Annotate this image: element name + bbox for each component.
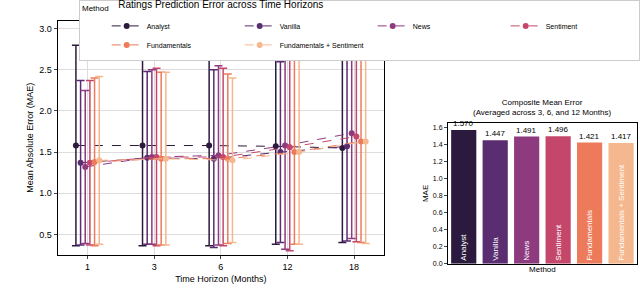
svg-text:Vanilla: Vanilla bbox=[491, 237, 500, 261]
svg-text:0.2: 0.2 bbox=[433, 243, 443, 250]
svg-text:News: News bbox=[413, 23, 431, 30]
svg-text:1.421: 1.421 bbox=[579, 132, 600, 141]
svg-text:1.447: 1.447 bbox=[485, 129, 506, 138]
svg-text:0.5: 0.5 bbox=[39, 230, 52, 240]
svg-text:Method: Method bbox=[82, 4, 109, 13]
svg-text:Fundamentals + Sentiment: Fundamentals + Sentiment bbox=[617, 164, 626, 261]
svg-text:3.0: 3.0 bbox=[39, 24, 52, 34]
svg-text:Fundamentals: Fundamentals bbox=[147, 42, 192, 49]
svg-text:1.2: 1.2 bbox=[433, 158, 443, 165]
svg-text:1: 1 bbox=[85, 262, 90, 272]
svg-text:Sentiment: Sentiment bbox=[554, 224, 563, 261]
svg-text:MAE: MAE bbox=[421, 185, 430, 202]
svg-text:1.4: 1.4 bbox=[433, 141, 443, 148]
svg-text:Composite Mean Error(Averaged: Composite Mean Error(Averaged across 3, … bbox=[473, 98, 611, 117]
svg-text:Analyst: Analyst bbox=[459, 234, 468, 261]
svg-text:0.4: 0.4 bbox=[433, 226, 443, 233]
svg-text:0.8: 0.8 bbox=[433, 192, 443, 199]
svg-text:0.0: 0.0 bbox=[433, 260, 443, 267]
svg-text:Sentiment: Sentiment bbox=[546, 23, 578, 30]
svg-text:Vanilla: Vanilla bbox=[280, 23, 301, 30]
svg-text:1.6: 1.6 bbox=[433, 124, 443, 131]
svg-text:Analyst: Analyst bbox=[147, 23, 170, 31]
svg-text:Method: Method bbox=[529, 265, 556, 274]
svg-text:3: 3 bbox=[152, 262, 157, 272]
svg-text:Time Horizon (Months): Time Horizon (Months) bbox=[175, 274, 266, 284]
svg-text:2.5: 2.5 bbox=[39, 65, 52, 75]
svg-text:1.570: 1.570 bbox=[453, 119, 474, 128]
svg-text:0.6: 0.6 bbox=[433, 209, 443, 216]
svg-text:12: 12 bbox=[282, 262, 292, 272]
svg-text:Ratings Prediction Error acros: Ratings Prediction Error across Time Hor… bbox=[118, 0, 323, 10]
svg-text:Fundamentals: Fundamentals bbox=[585, 210, 594, 261]
svg-text:2.0: 2.0 bbox=[39, 106, 52, 116]
svg-text:1.417: 1.417 bbox=[611, 132, 632, 141]
svg-text:1.496: 1.496 bbox=[548, 125, 569, 134]
svg-text:6: 6 bbox=[218, 262, 223, 272]
svg-text:1.5: 1.5 bbox=[39, 147, 52, 157]
svg-text:1.0: 1.0 bbox=[39, 188, 52, 198]
svg-text:1.491: 1.491 bbox=[516, 126, 537, 135]
svg-text:Mean Absolute Error (MAE): Mean Absolute Error (MAE) bbox=[25, 83, 35, 193]
svg-text:1.0: 1.0 bbox=[433, 175, 443, 182]
svg-text:Fundamentals + Sentiment: Fundamentals + Sentiment bbox=[280, 42, 364, 49]
svg-text:18: 18 bbox=[349, 262, 359, 272]
svg-text:News: News bbox=[522, 241, 531, 261]
